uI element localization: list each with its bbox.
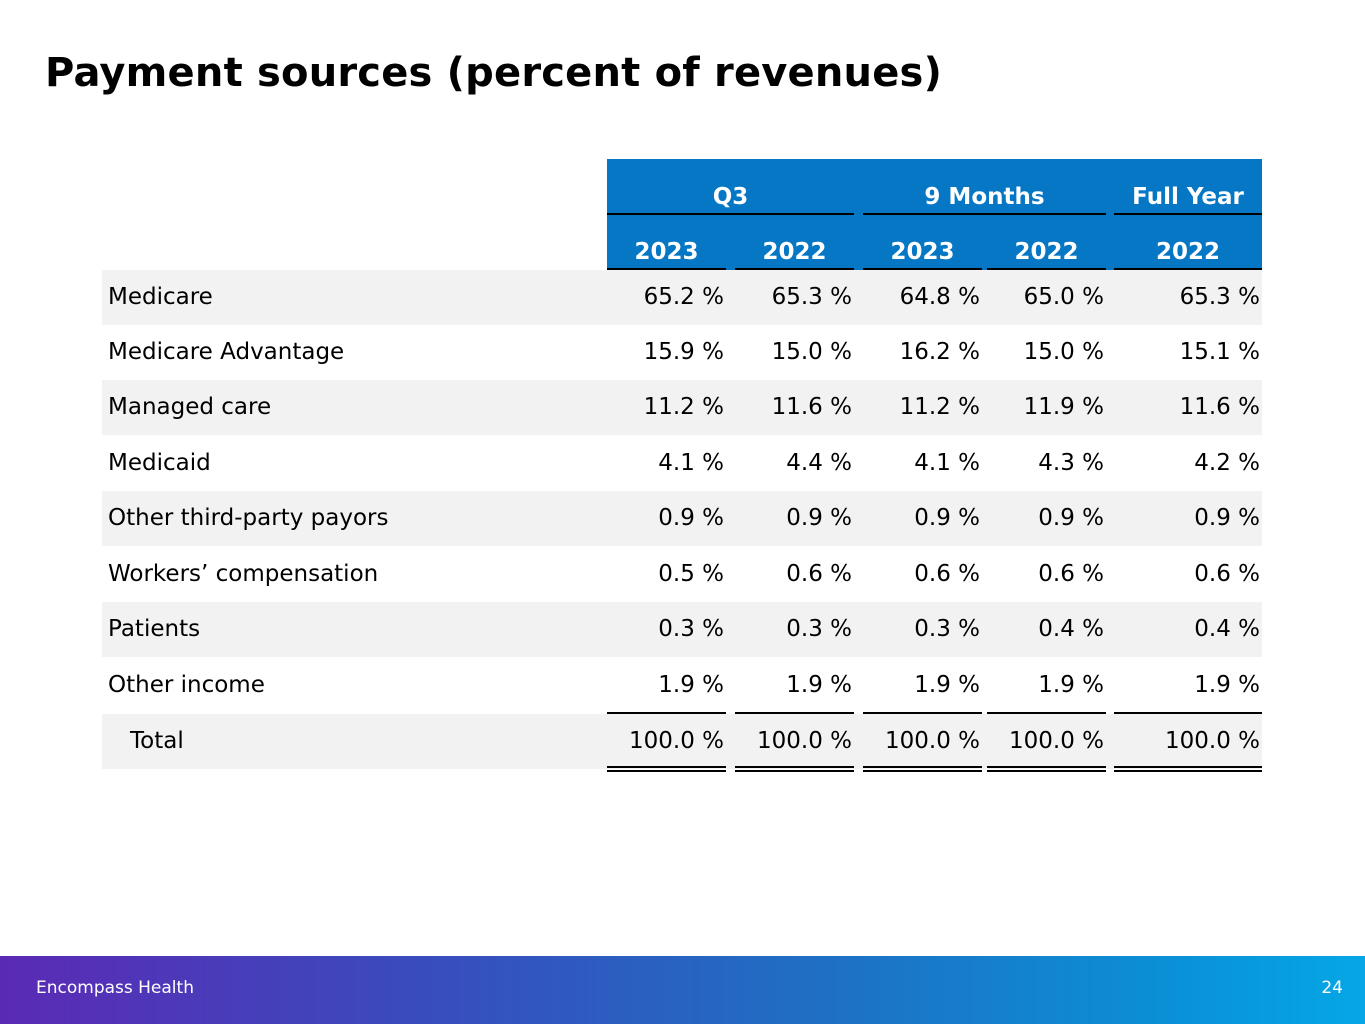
year-underline: [987, 268, 1106, 270]
group-underline-9-months: [863, 213, 1106, 215]
table-row-workers-compensation: Workers’ compensation 0.5 % 0.6 % 0.6 % …: [102, 547, 1262, 602]
cell-value: 65.3 %: [1179, 284, 1260, 310]
cell-value: 4.4 %: [786, 450, 852, 476]
cell-value: 15.0 %: [1023, 339, 1104, 365]
table-row-patients: Patients 0.3 % 0.3 % 0.3 % 0.4 % 0.4 %: [102, 602, 1262, 657]
payment-sources-table: Q3 9 Months Full Year 2023 2022 2023 202…: [102, 159, 1262, 772]
cell-value: 0.9 %: [786, 505, 852, 531]
total-double-underline: [987, 770, 1106, 772]
cell-value: 64.8 %: [899, 284, 980, 310]
cell-value: 11.6 %: [1179, 394, 1260, 420]
row-label: Medicare: [108, 284, 213, 310]
table-row-managed-care: Managed care 11.2 % 11.6 % 11.2 % 11.9 %…: [102, 380, 1262, 435]
total-double-underline: [1114, 766, 1262, 768]
cell-value: 4.1 %: [658, 450, 724, 476]
year-underline: [607, 268, 726, 270]
cell-value: 65.3 %: [771, 284, 852, 310]
subtotal-underline: [863, 712, 982, 714]
total-double-underline: [863, 770, 982, 772]
total-double-underline: [607, 766, 726, 768]
cell-value: 4.1 %: [914, 450, 980, 476]
cell-value: 4.3 %: [1038, 450, 1104, 476]
footer-brand: Encompass Health: [36, 978, 194, 998]
cell-value: 1.9 %: [786, 672, 852, 698]
header-group-q3: Q3: [712, 184, 749, 210]
cell-value: 0.9 %: [658, 505, 724, 531]
cell-value: 11.9 %: [1023, 394, 1104, 420]
row-label: Medicaid: [108, 450, 211, 476]
header-year-fy-2022: 2022: [1155, 239, 1220, 265]
cell-value: 0.3 %: [914, 616, 980, 642]
subtotal-underline: [1114, 712, 1262, 714]
row-label-total: Total: [130, 728, 184, 754]
cell-value: 11.2 %: [643, 394, 724, 420]
subtotal-underline: [987, 712, 1106, 714]
cell-value: 0.6 %: [914, 561, 980, 587]
cell-value: 65.0 %: [1023, 284, 1104, 310]
table-row-other-income: Other income 1.9 % 1.9 % 1.9 % 1.9 % 1.9…: [102, 658, 1262, 713]
row-label: Medicare Advantage: [108, 339, 345, 365]
cell-value: 0.3 %: [786, 616, 852, 642]
group-underline-full-year: [1114, 213, 1262, 215]
header-year-9m-2022: 2022: [1014, 239, 1079, 265]
page-title: Payment sources (percent of revenues): [45, 50, 943, 96]
cell-value-total: 100.0 %: [1164, 728, 1260, 754]
cell-value: 15.0 %: [771, 339, 852, 365]
table-row-medicaid: Medicaid 4.1 % 4.4 % 4.1 % 4.3 % 4.2 %: [102, 436, 1262, 491]
header-group-9-months: 9 Months: [924, 184, 1045, 210]
cell-value: 0.4 %: [1194, 616, 1260, 642]
cell-value-total: 100.0 %: [884, 728, 980, 754]
cell-value: 0.6 %: [786, 561, 852, 587]
cell-value: 11.2 %: [899, 394, 980, 420]
cell-value: 0.6 %: [1194, 561, 1260, 587]
row-label: Workers’ compensation: [108, 561, 379, 587]
total-double-underline: [863, 766, 982, 768]
table-row-medicare-advantage: Medicare Advantage 15.9 % 15.0 % 16.2 % …: [102, 325, 1262, 380]
subtotal-underline: [607, 712, 726, 714]
cell-value: 0.6 %: [1038, 561, 1104, 587]
table-row-total: Total 100.0 % 100.0 % 100.0 % 100.0 % 10…: [102, 714, 1262, 769]
total-double-underline: [735, 770, 854, 772]
cell-value-total: 100.0 %: [628, 728, 724, 754]
cell-value: 1.9 %: [1038, 672, 1104, 698]
cell-value: 0.3 %: [658, 616, 724, 642]
table-row-other-third-party-payors: Other third-party payors 0.9 % 0.9 % 0.9…: [102, 491, 1262, 546]
cell-value-total: 100.0 %: [756, 728, 852, 754]
total-double-underline: [987, 766, 1106, 768]
header-year-q3-2023: 2023: [634, 239, 699, 265]
year-underline: [735, 268, 854, 270]
table-row-medicare: Medicare 65.2 % 65.3 % 64.8 % 65.0 % 65.…: [102, 270, 1262, 325]
total-double-underline: [735, 766, 854, 768]
row-label: Other third-party payors: [108, 505, 389, 531]
cell-value: 15.9 %: [643, 339, 724, 365]
row-label: Patients: [108, 616, 201, 642]
cell-value: 0.9 %: [914, 505, 980, 531]
cell-value: 1.9 %: [658, 672, 724, 698]
cell-value: 16.2 %: [899, 339, 980, 365]
year-underline: [1114, 268, 1262, 270]
cell-value: 1.9 %: [1194, 672, 1260, 698]
header-year-9m-2023: 2023: [890, 239, 955, 265]
cell-value: 0.9 %: [1038, 505, 1104, 531]
cell-value: 11.6 %: [771, 394, 852, 420]
year-underline: [863, 268, 982, 270]
row-label: Managed care: [108, 394, 272, 420]
total-double-underline: [607, 770, 726, 772]
header-group-full-year: Full Year: [1132, 184, 1244, 210]
cell-value: 1.9 %: [914, 672, 980, 698]
cell-value: 65.2 %: [643, 284, 724, 310]
total-double-underline: [1114, 770, 1262, 772]
header-year-q3-2022: 2022: [762, 239, 827, 265]
footer-bar: Encompass Health 24: [0, 956, 1365, 1024]
cell-value: 0.9 %: [1194, 505, 1260, 531]
cell-value: 4.2 %: [1194, 450, 1260, 476]
row-label: Other income: [108, 672, 265, 698]
cell-value: 15.1 %: [1179, 339, 1260, 365]
subtotal-underline: [735, 712, 854, 714]
page-number: 24: [1321, 978, 1343, 998]
cell-value-total: 100.0 %: [1008, 728, 1104, 754]
cell-value: 0.5 %: [658, 561, 724, 587]
group-underline-q3: [607, 213, 854, 215]
cell-value: 0.4 %: [1038, 616, 1104, 642]
